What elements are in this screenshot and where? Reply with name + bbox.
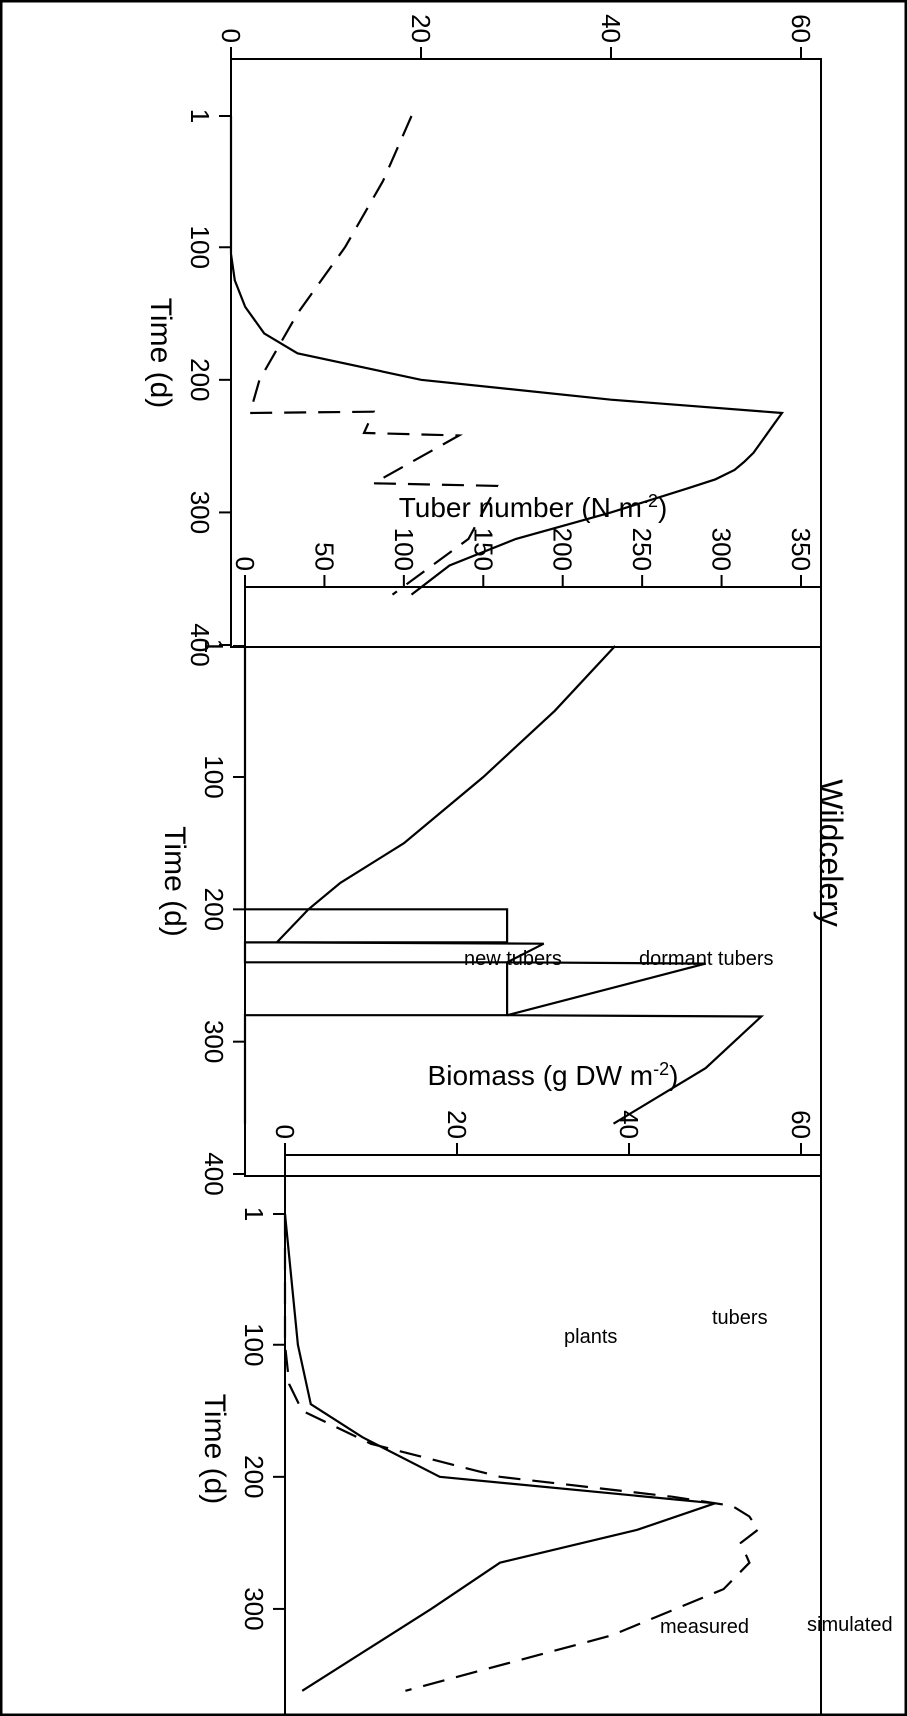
y-tick-label: 100 — [389, 528, 419, 571]
y-tick-label: 0 — [230, 557, 260, 571]
x-tick-label: 300 — [239, 1587, 269, 1630]
x-tick-label: 300 — [185, 491, 215, 534]
y-tick-label: 300 — [707, 528, 737, 571]
x-tick-label: 300 — [199, 1020, 229, 1063]
y-tick-label: 0 — [270, 1125, 300, 1139]
series-annotation: simulated — [807, 1614, 893, 1636]
x-tick-label: 200 — [199, 888, 229, 931]
series-line-new-tubers — [243, 646, 509, 1124]
series-annotation: plants — [564, 1326, 617, 1348]
series-annotation: new tubers — [464, 948, 562, 970]
y-tick-label: 0 — [216, 29, 246, 43]
y-axis-label: Tuber number (N m-2) — [399, 491, 668, 523]
x-tick-label: 200 — [185, 358, 215, 401]
x-tick-label: 1 — [199, 639, 229, 653]
x-tick-label: 1 — [185, 109, 215, 123]
series-line-tubers — [248, 115, 499, 596]
y-tick-label: 250 — [627, 528, 657, 571]
x-tick-label: 100 — [199, 755, 229, 798]
y-tick-label: 50 — [309, 542, 339, 571]
series-line-simulated — [283, 1214, 760, 1692]
y-tick-label: 60 — [786, 1110, 816, 1139]
x-axis-label: Time (d) — [144, 298, 177, 409]
x-tick-label: 400 — [185, 623, 215, 666]
series-annotation: dormant tubers — [639, 948, 774, 970]
series-annotation: tubers — [712, 1307, 768, 1329]
y-axis-label: Biomass (g DW m-2) — [428, 1059, 679, 1091]
y-axis-label-close: ) — [658, 492, 667, 523]
plot-frame — [284, 1154, 822, 1716]
x-tick-label: 100 — [239, 1323, 269, 1366]
plot-frame — [230, 58, 822, 648]
y-tick-label: 20 — [406, 14, 436, 43]
x-axis-label: Time (d) — [198, 1394, 231, 1505]
x-tick-label: 100 — [185, 226, 215, 269]
x-axis-label: Time (d) — [158, 826, 191, 937]
y-axis-label-superscript: -2 — [642, 491, 658, 511]
y-tick-label: 40 — [596, 14, 626, 43]
y-tick-label: 20 — [442, 1110, 472, 1139]
figure-title: Wildcelery — [813, 779, 849, 927]
series-line-plants — [229, 116, 785, 596]
series-annotation: measured — [660, 1616, 749, 1638]
y-axis-label-superscript: -2 — [653, 1059, 669, 1079]
y-tick-label: 40 — [614, 1110, 644, 1139]
series-line-measured — [283, 1213, 716, 1692]
x-tick-label: 1 — [239, 1207, 269, 1221]
y-axis-label-close: ) — [669, 1060, 678, 1091]
y-tick-label: 150 — [468, 528, 498, 571]
x-tick-label: 200 — [239, 1455, 269, 1498]
y-tick-label: 200 — [548, 528, 578, 571]
y-tick-label: 60 — [786, 14, 816, 43]
y-tick-label: 350 — [786, 528, 816, 571]
x-tick-label: 400 — [199, 1152, 229, 1195]
